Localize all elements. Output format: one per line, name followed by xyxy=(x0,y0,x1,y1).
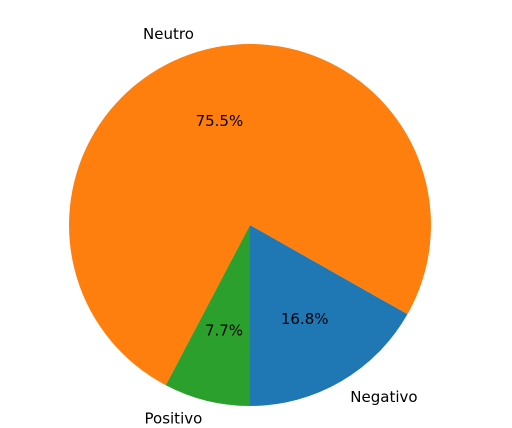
pie-pct-label-positivo: 7.7% xyxy=(205,321,243,339)
pie-slices xyxy=(68,43,431,406)
pie-slice-positivo xyxy=(165,225,250,406)
pie-category-label-neutro: Neutro xyxy=(143,25,194,43)
pie-pct-label-neutro: 75.5% xyxy=(196,112,244,130)
pie-category-label-negativo: Negativo xyxy=(350,388,417,406)
pie-category-label-positivo: Positivo xyxy=(145,409,203,427)
pie-pct-label-negativo: 16.8% xyxy=(281,310,329,328)
pie-slice-neutro xyxy=(68,43,431,386)
pie-labels: 16.8% Negativo 75.5% Neutro 7.7% Positivo xyxy=(143,25,418,427)
pie-slice-negativo xyxy=(250,225,408,406)
